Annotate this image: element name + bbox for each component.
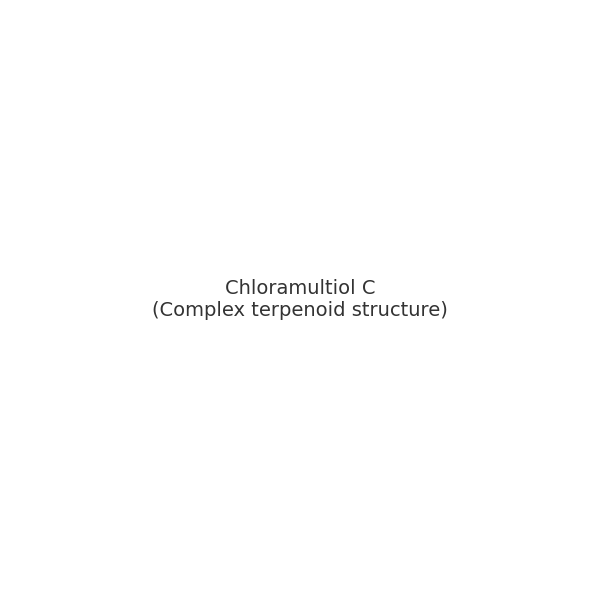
Text: Chloramultiol C
(Complex terpenoid structure): Chloramultiol C (Complex terpenoid struc… (152, 280, 448, 320)
